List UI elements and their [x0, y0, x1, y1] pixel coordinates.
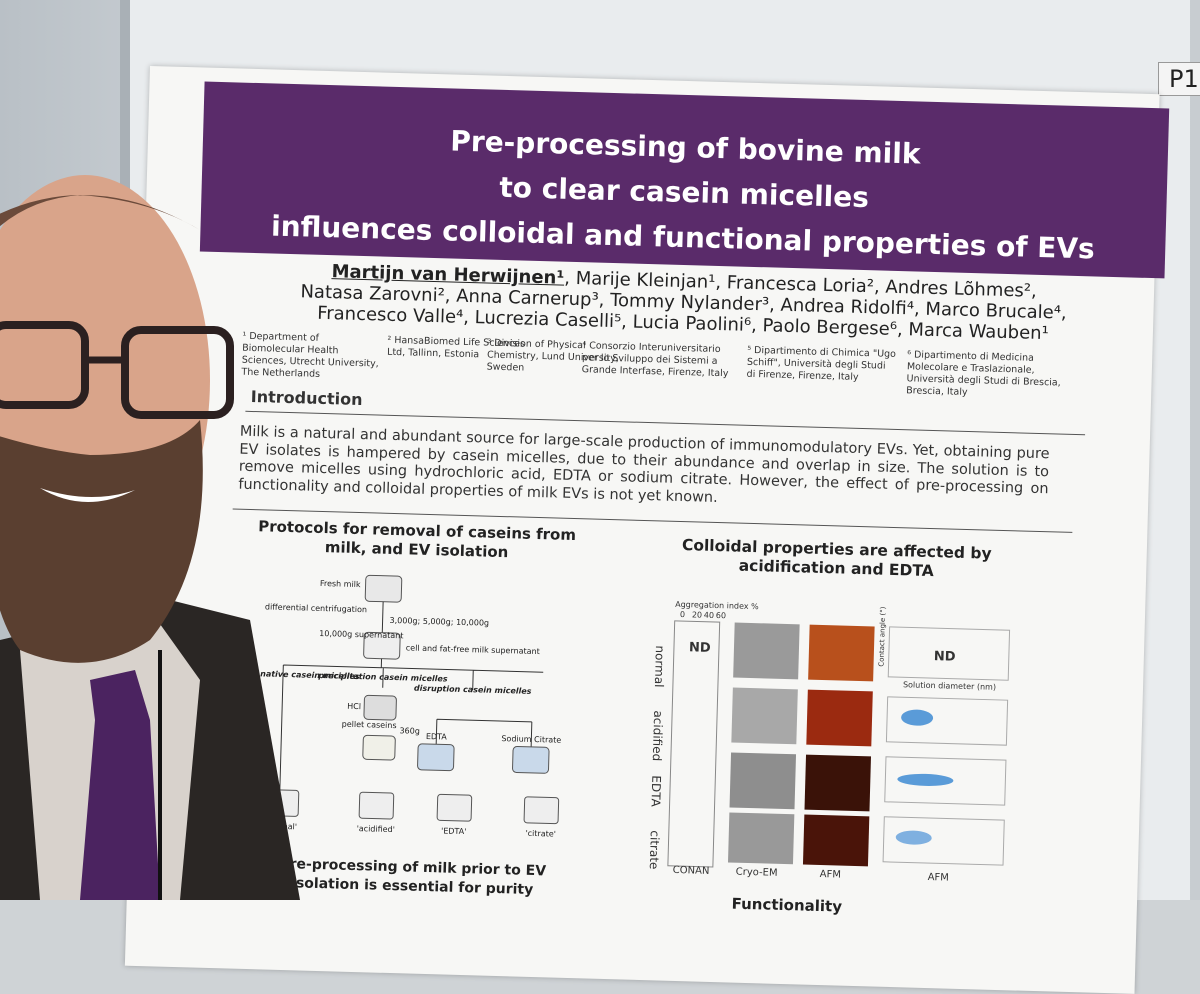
cryo-em-image	[731, 687, 798, 745]
conan-axis	[667, 620, 721, 868]
row-label: normal	[652, 645, 667, 687]
flow-label: 3,000g; 5,000g; 10,000g	[389, 616, 489, 628]
affiliation: ⁵ Dipartimento di Chimica "Ugo Schiff", …	[746, 344, 897, 383]
person	[0, 175, 300, 900]
axis-tick: 20	[692, 610, 702, 619]
flow-label: Fresh milk	[320, 579, 361, 589]
glasses-lens	[121, 326, 234, 419]
axis-title: Aggregation index %	[675, 600, 759, 611]
affiliation: ⁴ Consorzio Interuniversitario per lo Sv…	[581, 340, 729, 380]
row-label: EDTA	[648, 775, 663, 808]
column-icon	[358, 791, 395, 820]
flow-label: Sodium Citrate	[501, 734, 561, 745]
flow-label: untouched, native casein micelles	[238, 668, 360, 681]
cryo-em-image	[729, 752, 797, 810]
glasses-lens	[0, 321, 89, 409]
column-label: AFM	[927, 872, 949, 884]
scatter-cloud	[897, 773, 954, 786]
axis-tick: 0	[680, 610, 685, 619]
tube-icon	[363, 694, 397, 721]
axis-tick: 40	[704, 611, 714, 620]
intro-text: Milk is a natural and abundant source fo…	[238, 423, 1050, 506]
plot-axis-label: Solution diameter (nm)	[903, 680, 996, 692]
section-heading: Colloidal properties are affected by aci…	[666, 536, 1007, 583]
nd-label: ND	[934, 649, 956, 665]
column-icon	[523, 796, 560, 825]
poster: Pre-processing of bovine milk to clear c…	[124, 66, 1170, 994]
arrows	[435, 718, 533, 747]
cryo-em-image	[727, 812, 795, 865]
flow-label: HCl	[347, 702, 361, 711]
flow-label: 'acidified'	[357, 824, 396, 834]
plot-axis-label: Contact angle (°)	[878, 606, 888, 667]
tie	[80, 670, 160, 900]
flow-label: precipitation casein micelles	[317, 671, 448, 684]
beard	[0, 420, 203, 663]
poster-header: Pre-processing of bovine milk to clear c…	[199, 81, 1170, 279]
axis-tick: 60	[716, 611, 726, 620]
scatter-cloud	[901, 709, 934, 726]
flow-label: pellet caseins	[342, 720, 397, 731]
flow-label: cell and fat-free milk supernatant	[406, 643, 540, 656]
scatter-cloud	[895, 830, 932, 845]
flow-label: EDTA	[426, 732, 448, 742]
tube-icon	[417, 743, 455, 772]
column-label: Cryo-EM	[736, 867, 778, 879]
colloidal-figure: Aggregation index % 0 20 40 60 normal ac…	[647, 600, 1011, 884]
flow-label: 'citrate'	[525, 829, 556, 839]
column-icon	[436, 793, 473, 822]
row-label: acidified	[650, 710, 665, 761]
afm-image	[808, 624, 875, 682]
plot-frame	[884, 756, 1007, 806]
flow-label: 'EDTA'	[441, 826, 467, 836]
arrows	[278, 658, 544, 815]
section-heading: Functionality	[731, 894, 843, 916]
plot-frame	[882, 816, 1005, 866]
plot-frame	[885, 696, 1009, 746]
board-label: P1	[1158, 62, 1200, 96]
tube-icon	[362, 734, 396, 761]
column-label: CONAN	[673, 865, 710, 877]
afm-image	[804, 754, 872, 812]
arrow	[381, 601, 384, 633]
flow-label: 360g	[399, 726, 420, 736]
protocol-flowchart: Fresh milk differential centrifugation 3…	[238, 574, 561, 839]
tube-icon	[512, 746, 550, 774]
flow-label: differential centrifugation	[265, 602, 367, 614]
flow-label: disruption casein micelles	[414, 684, 532, 696]
nd-label: ND	[689, 640, 711, 656]
affiliation: ⁶ Dipartimento di Medicina Molecolare e …	[906, 349, 1061, 398]
afm-image	[802, 814, 870, 867]
milk-icon	[364, 574, 403, 603]
afm-image	[806, 689, 873, 747]
plot-frame	[887, 626, 1011, 681]
column-label: AFM	[820, 869, 842, 881]
flow-label: 10,000g supernatant	[319, 629, 403, 640]
cryo-em-image	[733, 622, 800, 680]
smile	[40, 488, 135, 503]
row-label: citrate	[647, 830, 662, 869]
